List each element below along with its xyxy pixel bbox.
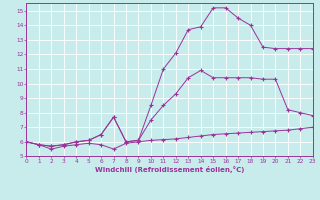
X-axis label: Windchill (Refroidissement éolien,°C): Windchill (Refroidissement éolien,°C) xyxy=(95,166,244,173)
